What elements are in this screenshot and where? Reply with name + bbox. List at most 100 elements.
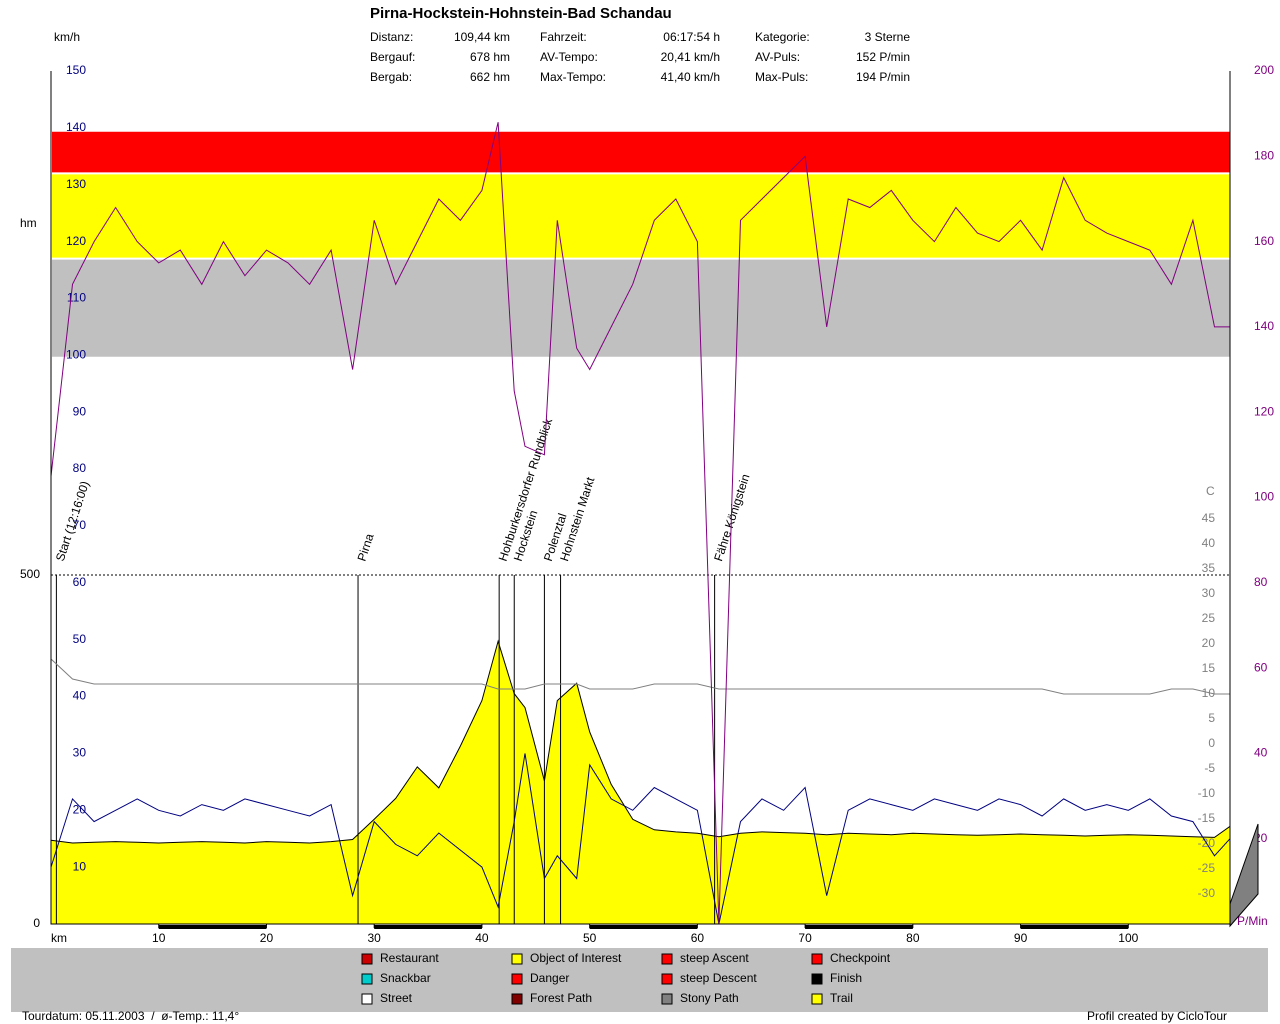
scale-bar xyxy=(1020,925,1129,929)
speed-tick-label: 50 xyxy=(73,632,87,646)
scale-bar xyxy=(374,925,482,929)
legend-icon xyxy=(811,953,823,965)
legend-icon xyxy=(511,953,523,965)
x-tick-label: 10 xyxy=(152,931,166,945)
pulse-tick-label: 100 xyxy=(1254,490,1274,504)
stat-value: 06:17:54 h xyxy=(663,30,720,44)
speed-tick-label: 100 xyxy=(66,348,86,362)
stat-label: Fahrzeit: xyxy=(540,30,587,44)
temperature-tick-label: 15 xyxy=(1202,661,1216,675)
stat-label: AV-Tempo: xyxy=(540,50,598,64)
legend-icon xyxy=(661,993,673,1005)
stat-value: 194 P/min xyxy=(856,70,910,84)
pulse-tick-label: 60 xyxy=(1254,660,1268,674)
stat-label: Bergauf: xyxy=(370,50,415,64)
temperature-tick-label: -15 xyxy=(1198,811,1216,825)
temperature-tick-label: 40 xyxy=(1202,536,1216,550)
stat-label: Kategorie: xyxy=(755,30,810,44)
temperature-tick-label: -30 xyxy=(1198,886,1216,900)
speed-tick-label: 130 xyxy=(66,177,86,191)
legend-icon xyxy=(661,973,673,985)
pulse-tick-label: 140 xyxy=(1254,319,1274,333)
x-tick-label: 100 xyxy=(1118,931,1138,945)
legend-icon xyxy=(811,993,823,1005)
legend-label: steep Ascent xyxy=(680,951,749,965)
stat-label: AV-Puls: xyxy=(755,50,800,64)
speed-tick-label: 150 xyxy=(66,63,86,77)
elevation-tick-label: 0 xyxy=(33,916,40,930)
stat-value: 109,44 km xyxy=(454,30,510,44)
pulse-tick-label: 180 xyxy=(1254,148,1274,162)
temperature-tick-label: 0 xyxy=(1208,736,1215,750)
speed-tick-label: 70 xyxy=(73,518,87,532)
temperature-line xyxy=(50,658,1230,695)
x-tick-label: 50 xyxy=(583,931,597,945)
speed-tick-label: 40 xyxy=(73,689,87,703)
legend-label: Snackbar xyxy=(380,971,431,985)
legend-icon xyxy=(361,953,373,965)
stat-label: Distanz: xyxy=(370,30,413,44)
legend-icon xyxy=(361,973,373,985)
legend-icon xyxy=(511,973,523,985)
x-tick-label: 40 xyxy=(475,931,489,945)
legend-label: Danger xyxy=(530,971,569,985)
scale-bar xyxy=(158,925,267,929)
legend-label: steep Descent xyxy=(680,971,757,985)
speed-tick-label: 10 xyxy=(73,859,87,873)
x-tick-label: 30 xyxy=(368,931,382,945)
scale-bar xyxy=(589,925,698,929)
legend-label: Street xyxy=(380,991,413,1005)
temperature-tick-label: 25 xyxy=(1202,611,1216,625)
legend-box xyxy=(11,948,1268,1012)
pulse-tick-label: 120 xyxy=(1254,404,1274,418)
legend-label: Object of Interest xyxy=(530,951,622,965)
temperature-tick-label: -5 xyxy=(1204,761,1215,775)
footer: Tourdatum: 05.11.2003 / ø-Temp.: 11,4° xyxy=(22,1009,239,1023)
pulse-tick-label: 80 xyxy=(1254,575,1268,589)
x-tick-label: 70 xyxy=(798,931,812,945)
stat-value: 678 hm xyxy=(470,50,510,64)
temperature-tick-label: -10 xyxy=(1198,786,1216,800)
chart-title: Pirna-Hockstein-Hohnstein-Bad Schandau xyxy=(370,5,672,22)
elevation-area xyxy=(50,639,1231,925)
speed-tick-label: 140 xyxy=(66,120,86,134)
x-tick-label: 90 xyxy=(1014,931,1028,945)
speed-tick-label: 60 xyxy=(73,575,87,589)
speed-tick-label: 80 xyxy=(73,461,87,475)
pulse-tick-label: 160 xyxy=(1254,234,1274,248)
speed-tick-label: 30 xyxy=(73,746,87,760)
legend-icon xyxy=(661,953,673,965)
pulse-tick-label: 200 xyxy=(1254,63,1274,77)
stat-value: 3 Sterne xyxy=(865,30,911,44)
x-tick-label: 20 xyxy=(260,931,274,945)
speed-tick-label: 110 xyxy=(67,291,86,305)
pulse-line xyxy=(50,122,1230,925)
x-tick-label: 60 xyxy=(691,931,705,945)
speed-axis-label: km/h xyxy=(54,30,80,44)
speed-tick-label: 20 xyxy=(73,802,87,816)
pulse-zone xyxy=(52,258,1230,357)
x-tick-label: 80 xyxy=(906,931,920,945)
legend-label: Restaurant xyxy=(380,951,439,965)
temperature-tick-label: 10 xyxy=(1202,686,1216,700)
temperature-tick-label: 5 xyxy=(1208,711,1215,725)
temperature-tick-label: 35 xyxy=(1202,561,1216,575)
legend-label: Trail xyxy=(830,991,853,1005)
temperature-tick-label: -25 xyxy=(1198,861,1216,875)
legend-icon xyxy=(811,973,823,985)
temperature-tick-label: 30 xyxy=(1202,586,1216,600)
speed-line xyxy=(50,753,1231,925)
temperature-tick-label: 45 xyxy=(1202,511,1216,525)
legend-label: Finish xyxy=(830,971,862,985)
stat-label: Bergab: xyxy=(370,70,412,84)
pulse-axis-label: P/Min xyxy=(1237,914,1268,928)
temperature-axis-label: C xyxy=(1206,484,1215,498)
legend-label: Checkpoint xyxy=(830,951,891,965)
stat-label: Max-Tempo: xyxy=(540,70,606,84)
credit: Profil created by CicloTour xyxy=(1087,1009,1227,1023)
x-axis-label: km xyxy=(51,931,67,945)
side-panel xyxy=(1229,823,1259,928)
stat-value: 152 P/min xyxy=(856,50,910,64)
temperature-tick-label: 20 xyxy=(1202,636,1216,650)
